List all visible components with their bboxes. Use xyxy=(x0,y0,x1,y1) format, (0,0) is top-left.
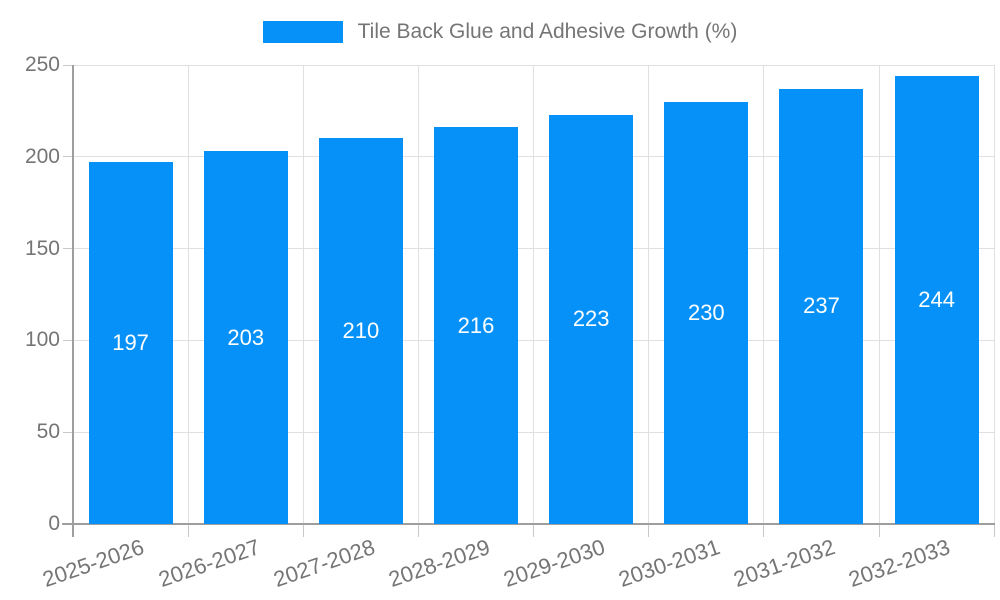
y-axis-tick xyxy=(63,156,73,158)
legend-label: Tile Back Glue and Adhesive Growth (%) xyxy=(357,20,738,43)
gridline-v xyxy=(302,65,304,524)
bar-value-label: 216 xyxy=(457,312,495,338)
bar-value-label: 223 xyxy=(572,306,610,332)
gridline-v xyxy=(878,65,880,524)
x-axis-tick xyxy=(763,524,765,537)
bar xyxy=(664,101,749,524)
y-tick-label: 50 xyxy=(36,420,60,444)
x-axis-tick xyxy=(417,524,419,537)
x-tick-label: 2030-2031 xyxy=(615,534,724,592)
bar xyxy=(203,151,288,524)
gridline-v xyxy=(417,65,419,524)
y-axis-line xyxy=(72,65,74,537)
bar xyxy=(894,76,979,524)
y-tick-label: 150 xyxy=(24,236,60,260)
bar-value-label: 197 xyxy=(112,330,149,356)
x-axis-line xyxy=(62,523,996,525)
gridline-v xyxy=(993,65,995,524)
y-axis-tick xyxy=(63,339,73,341)
legend-swatch xyxy=(262,21,343,43)
gridline-v xyxy=(763,65,765,524)
bar-value-label: 230 xyxy=(687,299,725,325)
gridline-v xyxy=(533,65,535,524)
x-tick-label: 2025-2026 xyxy=(39,534,148,592)
x-axis-tick xyxy=(878,524,880,537)
bar xyxy=(88,162,173,524)
y-axis-tick xyxy=(63,431,73,433)
y-tick-label: 250 xyxy=(24,53,60,76)
x-tick-label: 2031-2032 xyxy=(730,534,839,592)
legend: Tile Back Glue and Adhesive Growth (%) xyxy=(0,20,1000,44)
y-tick-label: 100 xyxy=(24,328,60,352)
x-tick-label: 2026-2027 xyxy=(154,534,263,592)
gridline-v xyxy=(187,65,189,524)
x-axis-tick xyxy=(648,524,650,537)
x-tick-label: 2029-2030 xyxy=(500,534,609,592)
bar-value-label: 210 xyxy=(342,318,380,344)
bar-value-label: 244 xyxy=(918,287,955,312)
x-axis-tick xyxy=(993,524,995,537)
bar-value-label: 237 xyxy=(803,293,840,319)
y-tick-label: 0 xyxy=(48,512,60,535)
bar xyxy=(434,127,519,524)
bar xyxy=(779,88,864,524)
y-axis-tick xyxy=(63,248,73,250)
x-axis-tick xyxy=(187,524,189,537)
gridline-v xyxy=(648,65,650,524)
x-tick-label: 2028-2029 xyxy=(385,534,493,592)
bar-value-label: 203 xyxy=(227,324,265,350)
y-tick-label: 200 xyxy=(24,144,60,168)
x-tick-label: 2032-2033 xyxy=(845,534,954,592)
x-axis-tick xyxy=(302,524,304,537)
bar xyxy=(318,138,403,524)
x-axis-tick xyxy=(533,524,535,537)
y-axis-tick xyxy=(63,64,73,66)
x-tick-label: 2027-2028 xyxy=(270,534,378,592)
bar xyxy=(549,114,634,524)
